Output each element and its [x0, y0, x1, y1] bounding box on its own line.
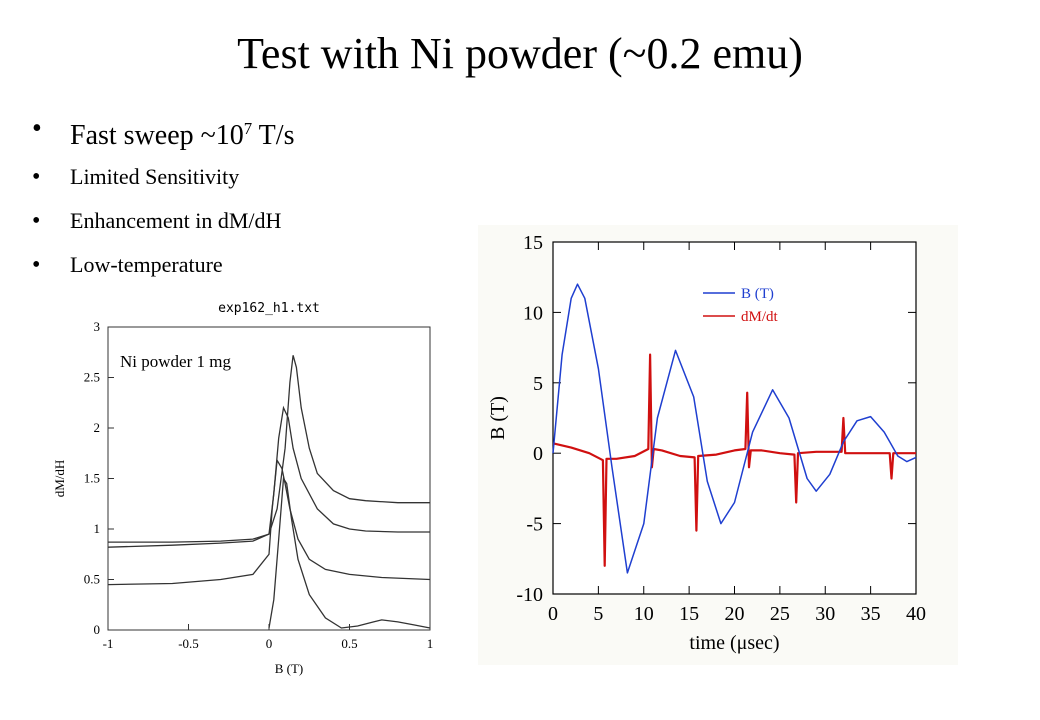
x-tick-label: 35 — [861, 603, 881, 625]
x-tick-label: -0.5 — [178, 636, 199, 651]
x-tick-label: 30 — [815, 603, 835, 625]
dmdh-series-line-3 — [107, 458, 431, 586]
legend-label: dM/dt — [741, 309, 779, 325]
y-tick-label: 2 — [94, 420, 101, 435]
x-axis-label: B (T) — [275, 661, 304, 676]
y-tick-label: -5 — [526, 514, 543, 536]
dmdh-series-line-4 — [268, 476, 431, 629]
bullet-dot: • — [32, 164, 41, 190]
x-tick-label: 0 — [266, 636, 273, 651]
y-tick-label: 10 — [523, 302, 543, 324]
fast-sweep-text: Fast sweep ~10 — [70, 120, 244, 151]
bullet-lowtemp-text: Low-temperature — [70, 252, 223, 277]
bullet-limited-text: Limited Sensitivity — [70, 164, 240, 189]
x-tick-label: 20 — [725, 603, 745, 625]
dmdh-series-line-1 — [108, 355, 430, 543]
y-tick-label: 1 — [94, 521, 101, 536]
y-tick-label: 0 — [533, 443, 543, 465]
x-tick-label: 15 — [679, 603, 699, 625]
x-axis-label: time (μsec) — [689, 632, 779, 654]
x-tick-label: 40 — [906, 603, 926, 625]
y-axis-label: B (T) — [487, 396, 509, 440]
legend-label: B (T) — [741, 286, 774, 302]
dmdh-chart: exp162_h1.txt -1 -0.5 0 0.5 1 0 0.5 1 1.5 2 2.5 3 B (… — [52, 301, 434, 676]
b-field-series-line — [552, 283, 917, 574]
bullet-dot: • — [32, 252, 41, 278]
field-time-chart: 0 5 10 15 20 25 30 35 40 -10 -5 0 5 10 15 time (μsec) B … — [478, 225, 958, 665]
y-tick-label: 3 — [94, 319, 101, 334]
y-tick-label: 0 — [94, 622, 101, 637]
plot-frame — [107, 326, 431, 631]
x-tick-label: -1 — [103, 636, 114, 651]
x-tick-label: 25 — [770, 603, 790, 625]
x-tick-label: 5 — [593, 603, 603, 625]
plot-frame — [552, 241, 917, 595]
bullet-fast-sweep: • Fast sweep ~107 T/s — [30, 103, 294, 155]
bullet-enhancement: • Enhancement in dM/dH — [30, 199, 294, 243]
chart-annotation: Ni powder 1 mg — [120, 352, 231, 371]
bullet-lowtemp: • Low-temperature — [30, 243, 294, 287]
y-tick-label: 15 — [523, 232, 543, 254]
bullet-limited: • Limited Sensitivity — [30, 155, 294, 199]
bullet-dot: • — [32, 208, 41, 234]
dmdt-series-line — [552, 353, 916, 567]
y-tick-label: -10 — [516, 584, 543, 606]
y-tick-label: 1.5 — [84, 471, 100, 486]
slide-title: Test with Ni powder (~0.2 emu) — [237, 29, 803, 78]
dmdh-series-line-2 — [107, 405, 430, 548]
x-tick-label: 0 — [548, 603, 558, 625]
fast-sweep-exponent: 7 — [243, 119, 253, 138]
x-tick-label: 0.5 — [341, 636, 357, 651]
y-tick-label: 2.5 — [84, 370, 100, 385]
bullet-enhancement-text: Enhancement in dM/dH — [70, 208, 282, 233]
y-tick-label: 0.5 — [84, 572, 100, 587]
bullet-dot: • — [32, 113, 42, 144]
x-tick-label: 1 — [427, 636, 434, 651]
y-tick-label: 5 — [533, 373, 543, 395]
x-tick-label: 10 — [634, 603, 654, 625]
chart-title: exp162_h1.txt — [218, 301, 320, 316]
bullet-list: • Fast sweep ~107 T/s • Limited Sensitiv… — [30, 103, 294, 287]
fast-sweep-unit: T/s — [252, 120, 295, 151]
y-axis-label: dM/dH — [52, 460, 67, 498]
